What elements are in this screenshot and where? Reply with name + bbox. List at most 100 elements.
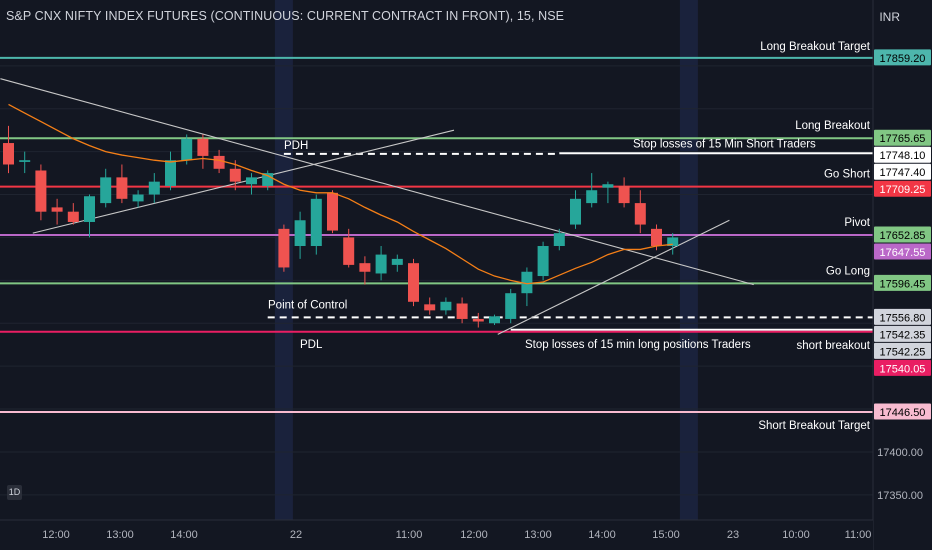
label-go-long: Go Long <box>826 265 870 277</box>
candle-body <box>408 263 419 302</box>
candle-body <box>132 194 144 202</box>
candle <box>602 181 614 204</box>
candle <box>456 297 468 324</box>
price-tag: 17709.25 <box>874 180 931 197</box>
label-long-breakout: Long Breakout <box>795 120 871 132</box>
candle <box>84 194 95 238</box>
candle <box>472 312 484 328</box>
candle-body <box>634 203 646 225</box>
price-tag-bg <box>874 146 931 163</box>
price-tag-bg <box>874 129 931 146</box>
price-tag-label: 17540.05 <box>880 363 926 375</box>
candle <box>327 190 338 234</box>
candle <box>100 168 112 208</box>
label-pdl: PDL <box>300 339 323 351</box>
price-tag-bg <box>874 274 931 291</box>
x-tick-label: 11:00 <box>845 529 872 541</box>
timeframe-badge[interactable]: 1D <box>7 485 22 500</box>
candle <box>294 211 306 259</box>
candle <box>505 288 517 324</box>
price-tag-bg <box>874 342 931 359</box>
candle-body <box>35 170 47 212</box>
candle <box>553 228 565 251</box>
x-tick-label: 12:00 <box>460 529 488 541</box>
price-tag: 17556.80 <box>874 308 931 325</box>
candle-body <box>294 220 306 247</box>
candle-body <box>310 198 322 247</box>
time-axis: 12:00 13:00 14:00 22 11:00 12:00 13:00 14:00 15:… <box>0 519 873 550</box>
price-tag: 17652.85 <box>874 226 931 243</box>
candle-body <box>553 233 565 247</box>
price-tag-bg <box>874 243 931 260</box>
session-bands <box>274 0 698 520</box>
price-tag-bg <box>874 325 931 342</box>
price-tag-bg <box>874 403 931 420</box>
price-tag: 17859.20 <box>874 49 931 66</box>
candle-body <box>618 185 630 204</box>
price-tag-label: 17859.20 <box>880 53 926 65</box>
candle <box>424 297 436 315</box>
price-tag: 17542.25 <box>874 342 931 359</box>
price-tag: 17747.40 <box>874 163 931 180</box>
candle <box>67 203 79 225</box>
price-tag-label: 17596.45 <box>880 278 926 290</box>
x-tick-label: 14:00 <box>588 529 616 541</box>
candle <box>586 173 598 208</box>
x-tick-label: 23 <box>727 529 739 541</box>
price-tag-bg <box>874 163 931 180</box>
candle <box>537 241 549 281</box>
candle <box>262 170 274 191</box>
candle-body <box>3 143 14 165</box>
candle-body <box>391 258 403 265</box>
candle-body <box>197 138 209 156</box>
candle-body <box>570 198 581 225</box>
candle-body <box>424 304 436 311</box>
candle <box>375 246 387 281</box>
candle <box>570 190 581 229</box>
label-pivot: Pivot <box>844 217 870 229</box>
level-labels: Long Breakout Target Long Breakout Stop lo… <box>268 41 871 432</box>
candle <box>310 194 322 255</box>
x-tick-label: 22 <box>290 529 302 541</box>
label-short-breakout-target: Short Breakout Target <box>758 420 870 432</box>
candle-body <box>181 138 193 161</box>
candle <box>51 198 63 225</box>
candle-body <box>67 211 79 222</box>
label-stop-long: Stop losses of 15 min long positions Tra… <box>525 339 751 351</box>
price-tag: 17596.45 <box>874 274 931 291</box>
candle-body <box>262 173 274 186</box>
price-tag-label: 17542.35 <box>880 329 926 341</box>
price-tag-bg <box>874 359 931 376</box>
label-long-breakout-target: Long Breakout Target <box>760 41 871 53</box>
candle-body <box>472 318 484 322</box>
price-tag-bg <box>874 308 931 325</box>
trendlines <box>0 78 754 335</box>
candle-body <box>229 168 241 182</box>
candle-body <box>602 184 614 188</box>
price-tag: 17765.65 <box>874 129 931 146</box>
price-tag-label: 17652.85 <box>880 230 926 242</box>
currency-label[interactable]: INR <box>879 10 900 24</box>
candle-body <box>667 237 679 247</box>
candle-body <box>521 271 533 294</box>
candle-body <box>278 228 290 268</box>
price-levels <box>0 56 873 414</box>
x-tick-label: 13:00 <box>524 529 552 541</box>
candle-body <box>213 155 225 169</box>
ema-line <box>8 103 673 285</box>
price-tag: 17540.05 <box>874 359 931 376</box>
price-tag-label: 17647.55 <box>880 247 926 259</box>
x-tick-label: 15:00 <box>652 529 680 541</box>
candle-body <box>327 192 338 231</box>
candle-body <box>489 316 500 324</box>
candle-body <box>359 263 371 272</box>
candle-body <box>100 177 112 204</box>
candle <box>634 190 646 234</box>
candle <box>181 134 193 165</box>
price-tag-label: 17542.25 <box>880 346 926 358</box>
candle <box>165 151 176 191</box>
x-tick-label: 11:00 <box>396 529 423 541</box>
candle-body <box>19 160 31 162</box>
candle <box>359 256 371 285</box>
